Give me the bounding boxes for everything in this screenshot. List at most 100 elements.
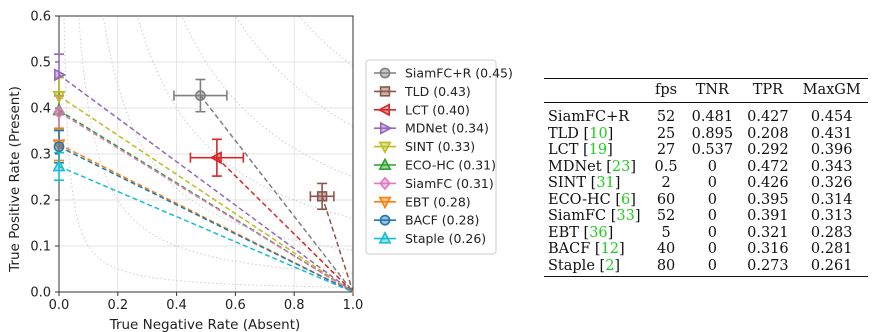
column-header-method (544, 78, 648, 103)
citation-link[interactable]: 19 (588, 142, 608, 158)
data-point (52, 91, 66, 104)
fps-cell: 40 (656, 241, 676, 257)
data-point (195, 90, 206, 101)
legend-marker (378, 196, 392, 210)
series-lines (58, 74, 354, 293)
series-line (58, 165, 354, 293)
citation-bracket: ] (607, 142, 613, 158)
method-cell: ECO-HC [6] (544, 192, 648, 209)
method-name: SINT (548, 175, 591, 191)
legend-label: EBT (0.28) (405, 194, 471, 209)
x-tick-label: 0.8 (284, 298, 305, 313)
table-row: ECO-HC [6] 60 0 0.395 0.314 (544, 192, 868, 209)
method-cell: SiamFC+R (544, 103, 648, 126)
iso-gm-curve (362, 7, 367, 12)
fps-cell: 5 (661, 224, 671, 241)
legend-marker (379, 176, 391, 191)
iso-gm-curve (234, 16, 353, 127)
tpr-cell: 0.395 (747, 191, 789, 208)
citation-link[interactable]: 33 (616, 208, 635, 224)
grid-layer (58, 15, 354, 293)
fps-cell: 25 (656, 125, 676, 142)
maxgm-cell: 0.281 (810, 241, 853, 257)
tpr-cell: 0.292 (747, 142, 789, 158)
x-tick-label: 0.2 (107, 298, 128, 313)
citation-link[interactable]: 23 (611, 158, 631, 175)
fps-cell: 52 (656, 109, 676, 125)
method-name: ECO-HC (548, 191, 616, 208)
citation-link[interactable]: 31 (596, 175, 615, 191)
fps-cell: 80 (647, 257, 685, 277)
method-cell: SINT [31] (544, 175, 648, 192)
citation-bracket: [ (606, 158, 612, 175)
method-name: LCT (548, 142, 584, 158)
series-line (321, 196, 354, 293)
fps-cell: 60 (656, 191, 676, 208)
citation-link[interactable]: 12 (600, 241, 620, 257)
iso-gm-curve (78, 16, 353, 275)
tpr-cell: 0.273 (740, 257, 796, 277)
y-tick-label: 0.6 (30, 10, 51, 25)
iso-gm-curve (181, 16, 353, 178)
tnr-cell: 0.481 (691, 109, 734, 125)
citation-bracket: [ (583, 125, 590, 142)
citation-bracket: ] (607, 125, 614, 142)
results-table: fps TNR TPR MaxGM SiamFC+R 52 0.481 0.427 0.… (544, 78, 868, 277)
tnr-cell: 0 (707, 208, 717, 224)
citation-bracket: [ (599, 257, 606, 274)
method-cell: EBT [36] (544, 225, 648, 242)
fps-cell: 0.5 (654, 158, 678, 175)
method-cell: LCT [19] (544, 142, 648, 159)
fps-cell: 27 (656, 142, 676, 158)
x-tick-label: 1.0 (343, 298, 364, 313)
data-point (52, 158, 66, 172)
method-cell: MDNet [23] (544, 159, 648, 176)
citation-link[interactable]: 10 (589, 125, 608, 142)
legend-marker (378, 141, 392, 155)
column-header-maxgm: MaxGM (795, 78, 868, 103)
citation-link[interactable]: 36 (589, 224, 608, 241)
tnr-cell: 0 (707, 158, 717, 175)
tnr-cell: 0 (684, 257, 741, 277)
legend-label: LCT (0.40) (405, 102, 470, 117)
citation-bracket: ] (634, 208, 641, 224)
citation-bracket: ] (630, 158, 636, 175)
fps-cell: 52 (656, 208, 676, 224)
method-name: TLD (548, 125, 584, 142)
legend-label: SiamFC+R (0.45) (405, 66, 513, 81)
iso-gm-curve (63, 16, 353, 288)
method-cell: SiamFC [33] (544, 208, 648, 225)
data-point (316, 191, 328, 202)
citation-link[interactable]: 2 (605, 257, 615, 274)
citation-link[interactable]: 6 (621, 191, 631, 208)
table-row: SiamFC+R 52 0.481 0.427 0.454 (544, 103, 868, 126)
citation-bracket: ] (614, 175, 621, 191)
maxgm-cell: 0.283 (810, 224, 853, 241)
tnr-cell: 0 (707, 241, 717, 257)
tnr-cell: 0.895 (691, 125, 734, 142)
legend-marker (378, 157, 392, 170)
citation-bracket: [ (610, 208, 617, 224)
legend-label: ECO-HC (0.31) (405, 158, 496, 173)
y-tick-label: 0.1 (30, 240, 51, 255)
data-point (53, 141, 65, 153)
data-point (53, 105, 65, 120)
data-point (53, 68, 67, 82)
data-point (209, 151, 222, 165)
iso-gm-curve (102, 16, 353, 252)
series-line (58, 111, 354, 293)
y-tick-label: 0.5 (30, 56, 51, 71)
column-header-fps: fps (647, 78, 685, 103)
tnr-cell: 0 (707, 191, 717, 208)
tpr-cell: 0.427 (747, 109, 789, 125)
citation-bracket: [ (590, 175, 597, 191)
tpr-cell: 0.321 (747, 224, 789, 241)
series-line (216, 157, 354, 293)
legend-label: Staple (0.26) (405, 231, 486, 246)
table-header-row: fps TNR TPR MaxGM (544, 78, 868, 103)
x-tick-label: 0.4 (166, 298, 187, 313)
table-row: TLD [10] 25 0.895 0.208 0.431 (544, 126, 868, 143)
method-name: SiamFC+R (548, 109, 630, 125)
method-cell: TLD [10] (544, 126, 648, 143)
